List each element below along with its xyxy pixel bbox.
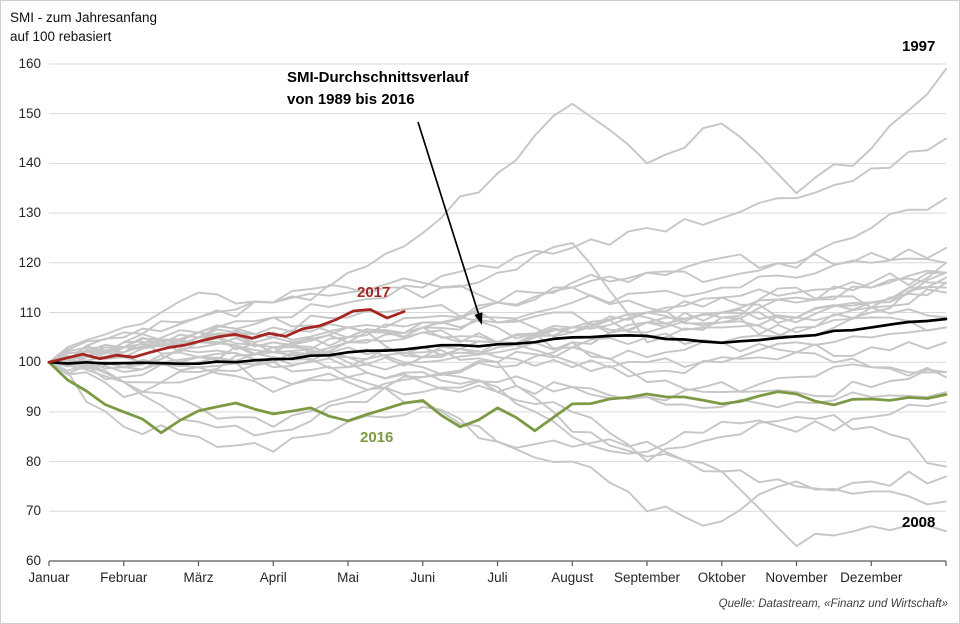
year-line-2003 (48, 276, 947, 428)
x-axis-label-12: Dezember (840, 570, 903, 585)
x-axis-label-1: Januar (28, 570, 70, 585)
source-note: Quelle: Datastream, «Finanz und Wirtscha… (718, 598, 948, 610)
x-axis-label-11: November (765, 570, 828, 585)
year-line-2010 (48, 346, 947, 402)
series-line-2016 (47, 360, 948, 435)
x-axis-label-2: Februar (100, 570, 148, 585)
gridlines (49, 63, 946, 512)
x-axis-label-5: Mai (337, 570, 359, 585)
annotation-text: SMI-Durchschnittsverlauf von 1989 bis 201… (287, 67, 469, 111)
year-line-2013 (48, 251, 947, 364)
year-line-1997 (48, 68, 947, 364)
year-line-2011 (48, 348, 947, 455)
y-axis-label-120: 120 (18, 254, 41, 270)
x-axis-label-4: April (259, 570, 287, 585)
y-axis-label-140: 140 (18, 155, 41, 171)
series-label-2016: 2016 (360, 429, 394, 446)
year-line-2002 (48, 351, 947, 527)
x-axis-label-10: Oktober (697, 570, 746, 585)
series-line-Durchschnitt-1989-2016 (47, 317, 948, 366)
year-line-2015 (48, 341, 947, 398)
x-axis-label-3: März (183, 570, 214, 585)
series-label-1997: 1997 (902, 38, 936, 55)
annotation-line1: SMI-Durchschnittsverlauf (287, 69, 469, 86)
year-line-2008 (48, 361, 947, 548)
series-lines (47, 68, 948, 548)
x-axis (48, 560, 947, 566)
series-label-2017: 2017 (357, 284, 391, 301)
x-axis-label-6: Juni (410, 570, 436, 585)
series-line-2017 (47, 308, 406, 364)
x-axis-label-7: Juli (487, 570, 508, 585)
x-axis-label-9: September (613, 570, 681, 585)
chart-title-line2: auf 100 rebasiert (10, 29, 112, 44)
y-axis-label-150: 150 (18, 105, 41, 121)
y-axis-label-90: 90 (25, 403, 41, 419)
series-label-2008: 2008 (902, 514, 936, 531)
y-axis-label-80: 80 (25, 453, 41, 469)
y-axis-label-110: 110 (19, 304, 41, 320)
annotation-line2: von 1989 bis 2016 (287, 91, 415, 108)
y-axis-label-60: 60 (25, 553, 41, 568)
chart-title: SMI - zum Jahresanfang auf 100 rebasiert (10, 8, 157, 46)
year-line-2014 (48, 306, 947, 371)
x-axis-label-8: August (551, 570, 594, 585)
y-axis-label-130: 130 (18, 205, 41, 221)
y-axis-label-70: 70 (25, 503, 41, 519)
annotation-arrow (417, 121, 483, 325)
y-axis-label-160: 160 (18, 56, 41, 71)
chart-title-line1: SMI - zum Jahresanfang (10, 10, 158, 25)
y-axis-label-100: 100 (18, 354, 41, 370)
